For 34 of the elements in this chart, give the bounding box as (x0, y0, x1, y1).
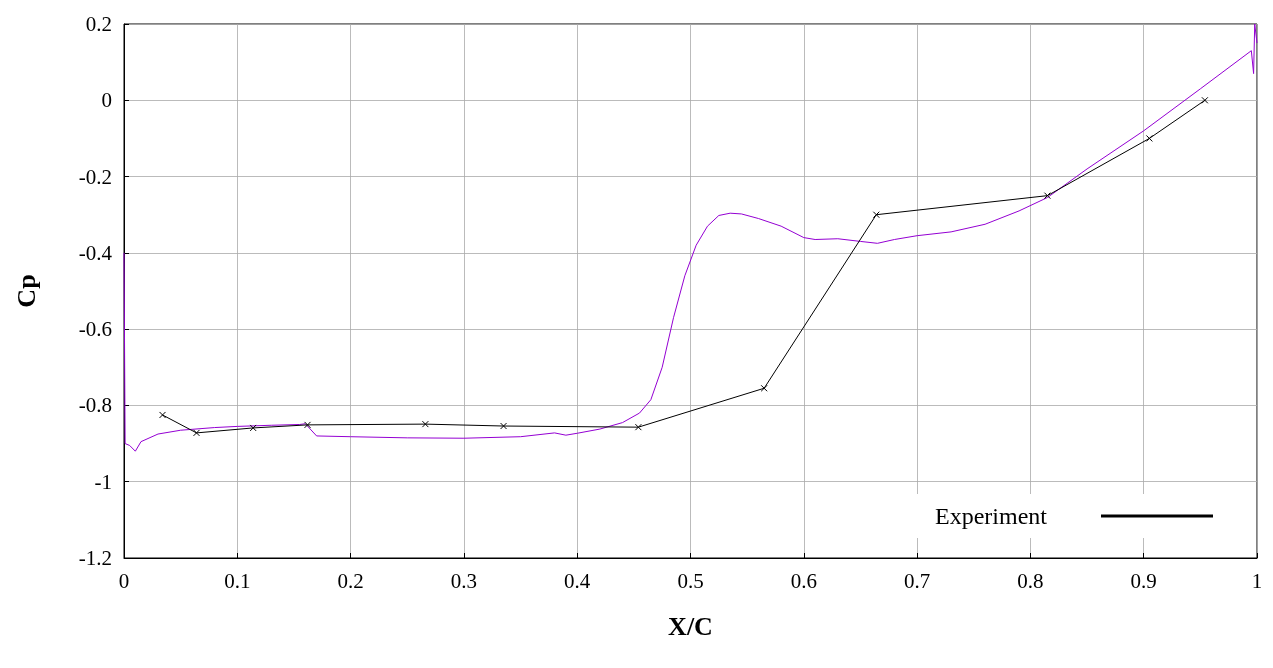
y-tick-label: -1.2 (78, 546, 112, 570)
y-tick-label: -0.4 (78, 240, 113, 265)
point (760, 384, 768, 392)
x-tick-label: 0.4 (564, 568, 591, 593)
point (1145, 134, 1153, 142)
point (304, 421, 312, 429)
point (193, 429, 201, 437)
x-tick-label: 0.3 (450, 568, 478, 593)
y-axis-title: Cp (11, 274, 41, 308)
x-tick-label: 0.2 (337, 568, 364, 593)
y-tick-label: 0.2 (85, 12, 112, 36)
point (159, 411, 167, 419)
x-tick-label: 0 (118, 568, 130, 593)
y-tick-label: -0.6 (78, 317, 112, 342)
y-tick-label: 0 (101, 88, 112, 113)
y-tick-label: -0.8 (78, 393, 112, 418)
x-tick-label: 1 (1251, 568, 1263, 593)
point (634, 423, 642, 431)
y-tick-label: -1 (94, 469, 112, 494)
x-tick-label: 0.7 (903, 568, 931, 593)
x-tick-label: 0.9 (1130, 568, 1157, 593)
x-tick-label: 0.8 (1017, 568, 1044, 593)
point (421, 420, 429, 428)
x-tick-label: 0.6 (790, 568, 817, 593)
y-tick-label: -0.2 (78, 164, 112, 189)
legend-label: Experiment (935, 503, 1048, 529)
point (872, 211, 880, 219)
x-tick-label: 0.5 (677, 568, 704, 593)
point (1043, 192, 1051, 200)
x-tick-label: 0.1 (224, 568, 251, 593)
point (1201, 96, 1209, 104)
point (500, 422, 508, 430)
point (249, 424, 257, 432)
x-axis-title: X/C (668, 611, 713, 641)
